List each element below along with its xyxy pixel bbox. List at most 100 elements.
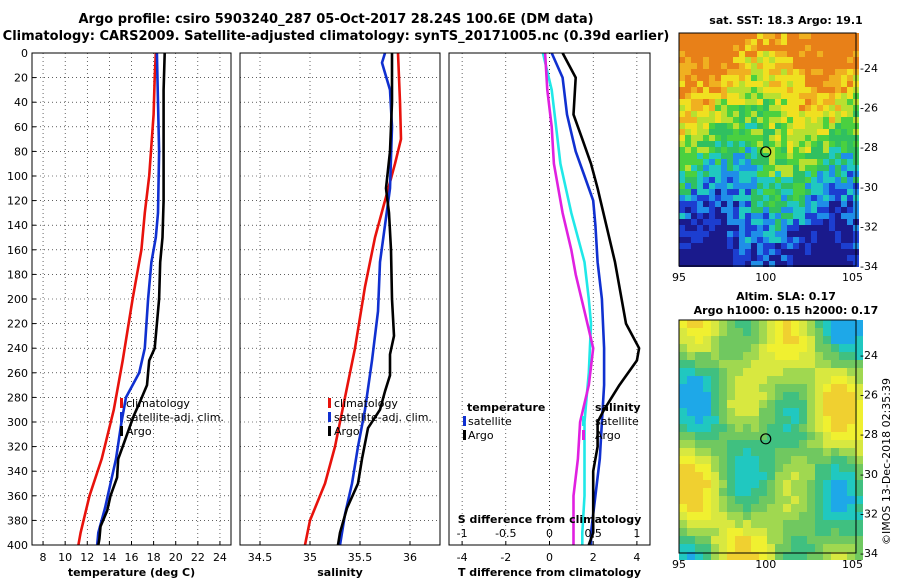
map-cell: [831, 504, 839, 512]
map-cell: [791, 448, 799, 456]
map-cell: [727, 261, 733, 267]
map-cell: [805, 39, 811, 45]
map-cell: [711, 328, 719, 336]
map-cell: [703, 183, 709, 189]
map-cell: [727, 105, 733, 111]
map-cell: [799, 448, 807, 456]
map-cell: [703, 33, 709, 39]
map-cell: [841, 255, 847, 261]
map-cell: [775, 135, 781, 141]
legend-label: satellite-adj. clim.: [126, 411, 224, 424]
map-cell: [835, 255, 841, 261]
map-cell: [727, 69, 733, 75]
argo-location-marker: [760, 433, 772, 445]
map-cell: [697, 33, 703, 39]
map-cell: [703, 384, 711, 392]
map-cell: [791, 408, 799, 416]
y-tick-label: 240: [7, 342, 28, 355]
map-cell: [817, 213, 823, 219]
map-cell: [763, 135, 769, 141]
map-cell: [703, 352, 711, 360]
map-cell: [835, 171, 841, 177]
map-cell: [721, 165, 727, 171]
x-tick-label: 4: [633, 551, 640, 564]
map-cell: [709, 261, 715, 267]
map-cell: [831, 448, 839, 456]
map-cell: [751, 231, 757, 237]
map-cell: [751, 123, 757, 129]
map-cell: [817, 255, 823, 261]
s-axis-label: S difference from climatology: [458, 513, 642, 526]
map-cell: [691, 123, 697, 129]
map-cell: [855, 352, 863, 360]
map-cell: [679, 448, 687, 456]
map-cell: [697, 207, 703, 213]
map-cell: [799, 201, 805, 207]
map-cell: [727, 117, 733, 123]
map-cell: [847, 544, 855, 552]
map-cell: [733, 45, 739, 51]
map-cell: [721, 249, 727, 255]
map-cell: [745, 99, 751, 105]
map-cell: [787, 129, 793, 135]
map-cell: [703, 336, 711, 344]
map-cell: [711, 504, 719, 512]
map-cell: [823, 45, 829, 51]
map-cell: [691, 219, 697, 225]
map-cell: [703, 129, 709, 135]
map-cell: [679, 69, 685, 75]
map-cell: [807, 376, 815, 384]
map-cell: [839, 416, 847, 424]
map-cell: [733, 129, 739, 135]
map-cell: [841, 147, 847, 153]
map-cell: [709, 231, 715, 237]
map-cell: [719, 408, 727, 416]
map-cell: [679, 255, 685, 261]
map-cell: [721, 147, 727, 153]
map-cell: [721, 213, 727, 219]
map-cell: [703, 496, 711, 504]
map-cell: [767, 376, 775, 384]
map-cell: [847, 376, 855, 384]
y-tick-label: 160: [7, 244, 28, 257]
map-cell: [775, 243, 781, 249]
map-cell: [703, 243, 709, 249]
map-cell: [751, 416, 759, 424]
map-cell: [679, 320, 687, 328]
map-cell: [697, 57, 703, 63]
map-cell: [799, 432, 807, 440]
map-cell: [719, 320, 727, 328]
map-cell: [719, 472, 727, 480]
map-cell: [799, 63, 805, 69]
map-cell: [751, 320, 759, 328]
map-cell: [811, 255, 817, 261]
map-cell: [767, 344, 775, 352]
map-cell: [757, 147, 763, 153]
map-cell: [721, 111, 727, 117]
map-cell: [743, 328, 751, 336]
map-cell: [739, 255, 745, 261]
map-cell: [823, 147, 829, 153]
map-cell: [697, 153, 703, 159]
map-cell: [733, 201, 739, 207]
map-cell: [763, 225, 769, 231]
map-cell: [787, 249, 793, 255]
map-cell: [715, 195, 721, 201]
map-cell: [697, 183, 703, 189]
map-cell: [759, 376, 767, 384]
map-cell: [727, 45, 733, 51]
map-cell: [793, 51, 799, 57]
map-cell: [745, 105, 751, 111]
map-cell: [823, 33, 829, 39]
map-cell: [757, 189, 763, 195]
map-cell: [759, 320, 767, 328]
map-cell: [781, 117, 787, 123]
map-cell: [757, 201, 763, 207]
map-cell: [759, 504, 767, 512]
map-cell: [769, 201, 775, 207]
map-x-tick-label: 100: [755, 558, 776, 571]
map-cell: [783, 392, 791, 400]
map-cell: [715, 261, 721, 267]
map-cell: [679, 440, 687, 448]
map-cell: [847, 408, 855, 416]
